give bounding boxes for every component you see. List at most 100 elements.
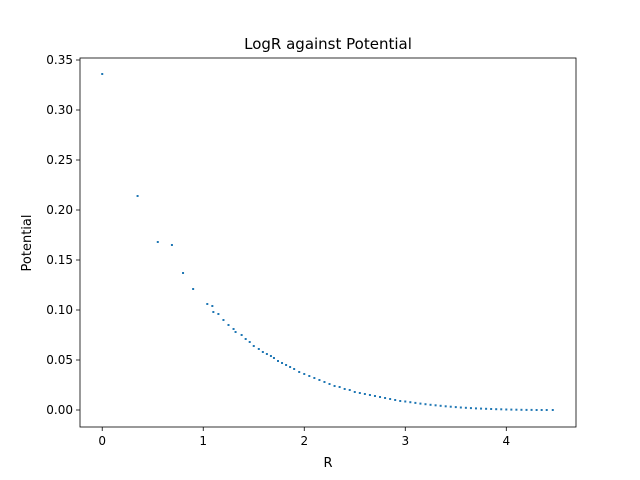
data-point (293, 368, 296, 370)
y-tick-label: 0.35 (46, 53, 73, 67)
data-point (409, 401, 412, 404)
data-point (303, 373, 306, 375)
data-point (469, 407, 472, 410)
y-tick-label: 0.25 (46, 153, 73, 167)
data-point (419, 402, 422, 405)
data-point (474, 407, 477, 410)
data-point (281, 362, 284, 364)
data-point (439, 404, 442, 407)
data-point (414, 401, 417, 404)
data-point (379, 396, 382, 398)
data-point (308, 375, 311, 377)
data-point (211, 305, 214, 307)
data-point (257, 348, 260, 350)
y-tick-label: 0.30 (46, 103, 73, 117)
data-point (170, 244, 173, 246)
data-point (551, 409, 554, 411)
data-point (328, 383, 331, 385)
x-tick-label: 0 (98, 434, 106, 448)
data-point (429, 403, 432, 406)
data-point (373, 395, 376, 397)
data-point (244, 338, 247, 340)
data-point (232, 328, 235, 330)
x-tick-label: 1 (199, 434, 207, 448)
data-point (454, 406, 457, 409)
data-point (101, 73, 104, 75)
x-axis-ticks: 0 1 2 3 4 (98, 427, 510, 448)
x-tick-label: 3 (401, 434, 409, 448)
data-point (343, 388, 346, 390)
data-point (510, 408, 513, 411)
data-points (101, 73, 554, 411)
data-point (449, 405, 452, 408)
y-tick-label: 0.10 (46, 303, 73, 317)
x-axis-label: R (323, 456, 332, 471)
data-point (276, 360, 279, 362)
plot-area-frame (79, 57, 577, 428)
data-point (272, 357, 275, 359)
data-point (540, 409, 543, 411)
data-point (298, 371, 301, 373)
data-point (269, 355, 272, 357)
data-point (234, 331, 237, 333)
data-point (227, 324, 230, 326)
y-tick-label: 0.00 (46, 403, 73, 417)
y-tick-label: 0.05 (46, 353, 73, 367)
data-point (485, 407, 488, 410)
y-axis-ticks: 0.00 0.05 0.10 0.15 0.20 0.25 0.30 0.35 (46, 53, 80, 417)
data-point (261, 351, 264, 353)
y-tick-label: 0.20 (46, 203, 73, 217)
data-point (353, 391, 356, 393)
data-point (222, 319, 225, 321)
y-axis-label: Potential (20, 215, 35, 272)
data-point (136, 195, 139, 197)
chart-title: LogR against Potential (244, 35, 412, 53)
data-point (206, 303, 209, 305)
data-point (520, 408, 523, 411)
data-point (495, 408, 498, 411)
data-point (525, 408, 528, 411)
data-point (384, 397, 387, 399)
data-point (480, 407, 483, 410)
data-point (505, 408, 508, 411)
data-point (368, 394, 371, 396)
data-point (500, 408, 503, 411)
data-point (404, 400, 407, 403)
data-point (490, 408, 493, 410)
data-point (515, 408, 518, 411)
data-point (424, 403, 427, 406)
data-point (217, 313, 220, 315)
data-point (333, 385, 336, 387)
data-point (358, 392, 361, 394)
data-point (318, 379, 321, 381)
data-point (348, 389, 351, 391)
data-point (338, 386, 341, 388)
data-point (459, 406, 462, 409)
data-point (182, 272, 185, 274)
data-point (212, 311, 215, 313)
data-point (399, 400, 402, 402)
data-point (240, 334, 243, 336)
data-point (464, 406, 467, 409)
data-point (363, 393, 366, 395)
data-point (323, 381, 326, 383)
data-point (285, 364, 288, 366)
data-point (535, 409, 538, 411)
data-point (530, 408, 533, 411)
data-point (265, 353, 268, 355)
y-tick-label: 0.15 (46, 253, 73, 267)
data-point (156, 241, 159, 243)
data-point (248, 341, 251, 343)
x-tick-label: 2 (300, 434, 308, 448)
data-point (313, 377, 316, 379)
data-point (389, 398, 392, 400)
data-point (434, 404, 437, 407)
data-point (394, 399, 397, 401)
data-point (252, 345, 255, 347)
data-point (444, 405, 447, 408)
data-point (545, 409, 548, 411)
data-point (289, 366, 292, 368)
x-tick-label: 4 (502, 434, 510, 448)
